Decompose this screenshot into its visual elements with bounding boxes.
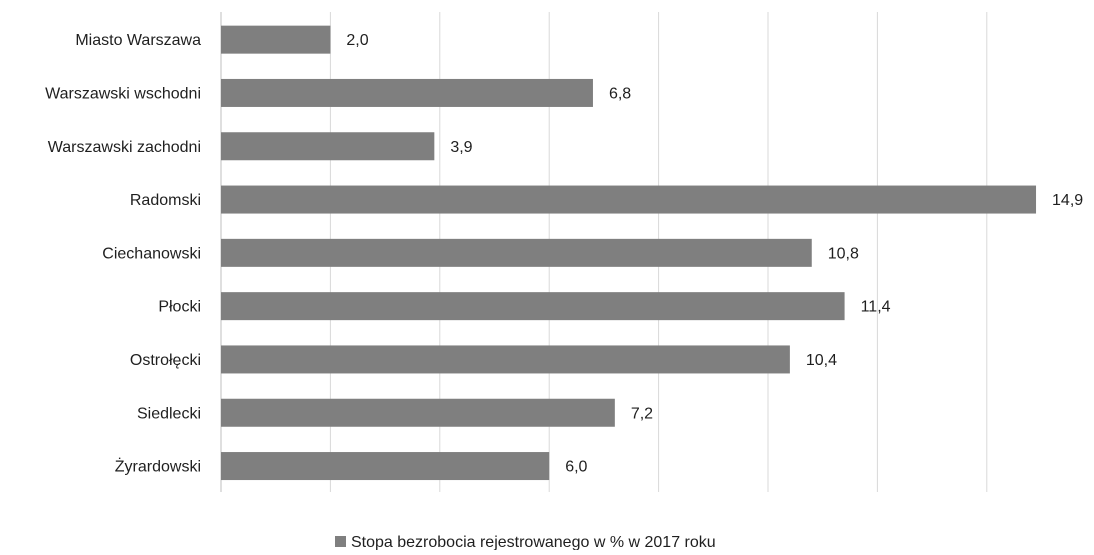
- bars: [221, 25, 1037, 481]
- data-label: 11,4: [861, 299, 891, 316]
- category-label: Płocki: [158, 299, 201, 316]
- category-label: Warszawski zachodni: [48, 139, 201, 156]
- category-label: Siedlecki: [137, 405, 201, 422]
- category-label: Warszawski wschodni: [45, 85, 201, 102]
- data-label: 10,8: [828, 245, 859, 262]
- data-label: 14,9: [1052, 192, 1083, 209]
- data-label: 6,8: [609, 85, 631, 102]
- legend-swatch: [335, 536, 346, 547]
- legend: Stopa bezrobocia rejestrowanego w % w 20…: [335, 534, 716, 551]
- bar: [221, 25, 331, 54]
- legend-label: Stopa bezrobocia rejestrowanego w % w 20…: [351, 534, 716, 550]
- category-label: Ciechanowski: [102, 245, 201, 262]
- data-label: 2,0: [346, 32, 368, 49]
- data-label: 10,4: [806, 352, 837, 369]
- bar: [221, 185, 1037, 214]
- bar: [221, 78, 593, 107]
- data-label: 7,2: [631, 405, 653, 422]
- bar: [221, 345, 790, 374]
- category-label: Radomski: [130, 192, 201, 209]
- data-label: 3,9: [450, 139, 472, 156]
- bar: [221, 452, 550, 481]
- data-label: 6,0: [565, 459, 587, 476]
- bar: [221, 398, 615, 427]
- bar: [221, 238, 812, 267]
- value-labels: 2,0 6,8 3,9 14,9 10,8 11,4 10,4 7,2 6,0: [346, 32, 1083, 475]
- bar: [221, 292, 845, 321]
- category-label: Miasto Warszawa: [75, 32, 201, 49]
- category-label: Ostrołęcki: [130, 352, 201, 369]
- bar: [221, 132, 435, 161]
- category-label: Żyrardowski: [115, 457, 201, 476]
- category-labels: Miasto Warszawa Warszawski wschodni Warsza…: [45, 32, 201, 475]
